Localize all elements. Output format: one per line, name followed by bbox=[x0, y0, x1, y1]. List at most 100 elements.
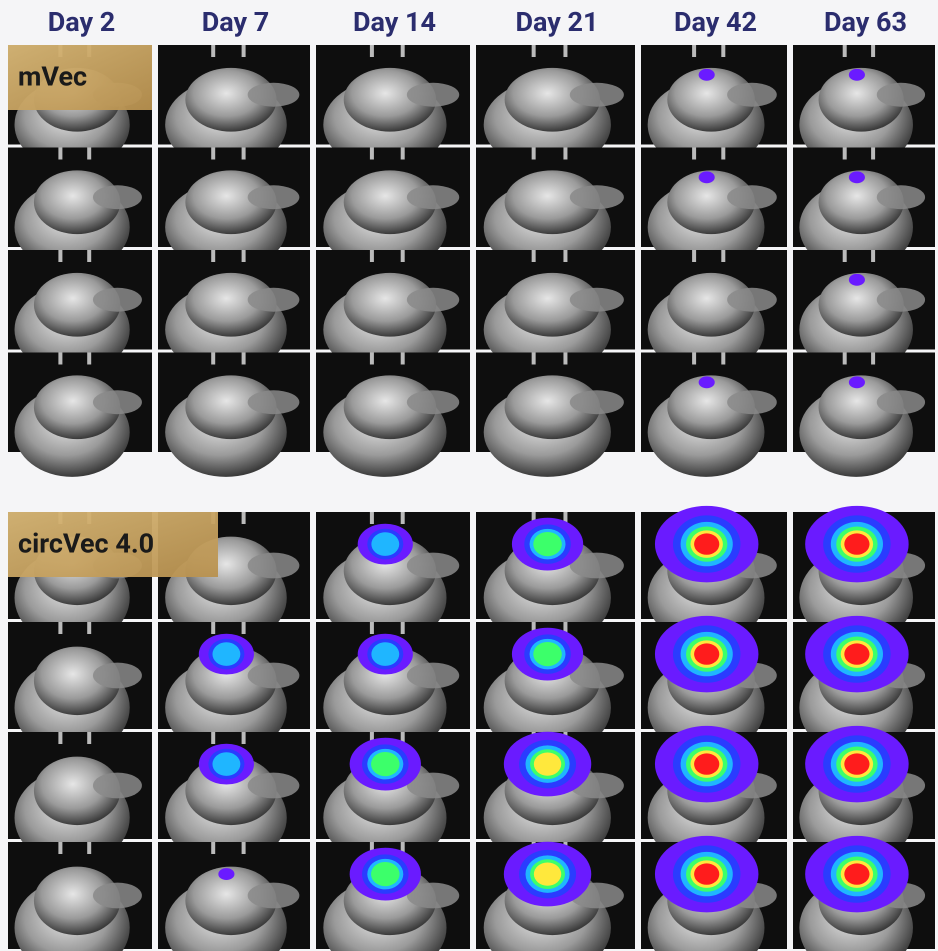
mouse-ear bbox=[407, 185, 459, 209]
mouse-ear bbox=[727, 390, 777, 414]
image-cell bbox=[316, 842, 470, 951]
holder bbox=[843, 45, 847, 57]
mouse-ear bbox=[93, 288, 142, 312]
mouse-ear bbox=[727, 185, 777, 209]
holder bbox=[843, 148, 847, 160]
signal bbox=[699, 171, 715, 183]
mouse-ear bbox=[248, 883, 300, 909]
holder bbox=[692, 250, 696, 262]
signal bbox=[533, 532, 562, 556]
holder bbox=[563, 45, 567, 57]
group-label: circVec 4.0 bbox=[18, 528, 154, 560]
mouse-ear bbox=[248, 83, 300, 107]
column-header: Day 7 bbox=[202, 6, 270, 38]
signal bbox=[844, 863, 869, 884]
holder bbox=[58, 250, 62, 262]
image-cell bbox=[793, 353, 935, 477]
mouse-ear bbox=[407, 663, 459, 689]
holder bbox=[871, 148, 875, 160]
holder bbox=[721, 148, 725, 160]
mouse-ear bbox=[877, 390, 925, 414]
image-cell bbox=[476, 842, 635, 951]
holder bbox=[843, 250, 847, 262]
signal bbox=[694, 533, 719, 554]
column-header: Day 63 bbox=[824, 6, 907, 38]
image-cell bbox=[793, 836, 935, 951]
signal bbox=[212, 752, 240, 776]
holder bbox=[401, 250, 405, 262]
holder bbox=[242, 622, 246, 634]
holder bbox=[370, 250, 374, 262]
holder bbox=[58, 842, 62, 854]
signal bbox=[694, 863, 719, 884]
holder bbox=[58, 148, 62, 160]
signal bbox=[534, 752, 561, 775]
signal bbox=[849, 69, 865, 81]
mouse-ear bbox=[877, 185, 925, 209]
signal bbox=[849, 274, 865, 286]
mouse-ear bbox=[407, 288, 459, 312]
column-header: Day 2 bbox=[48, 6, 116, 38]
holder bbox=[563, 250, 567, 262]
mouse-ear bbox=[93, 390, 142, 414]
holder bbox=[211, 148, 215, 160]
mouse-ear bbox=[570, 390, 624, 414]
mouse-ear bbox=[407, 83, 459, 107]
signal bbox=[844, 643, 869, 664]
holder bbox=[211, 250, 215, 262]
holder bbox=[87, 842, 91, 854]
holder bbox=[692, 45, 696, 57]
holder bbox=[563, 353, 567, 365]
holder bbox=[871, 353, 875, 365]
holder bbox=[721, 250, 725, 262]
mouse-ear bbox=[248, 185, 300, 209]
image-cell bbox=[158, 353, 310, 477]
holder bbox=[370, 622, 374, 634]
mouse-ear bbox=[248, 553, 300, 579]
holder bbox=[87, 622, 91, 634]
column-header: Day 14 bbox=[353, 6, 436, 38]
holder bbox=[58, 732, 62, 744]
holder bbox=[370, 148, 374, 160]
holder bbox=[242, 250, 246, 262]
holder bbox=[211, 622, 215, 634]
mouse-ear bbox=[570, 185, 624, 209]
holder bbox=[721, 45, 725, 57]
holder bbox=[401, 353, 405, 365]
signal bbox=[371, 862, 400, 886]
signal bbox=[371, 532, 399, 556]
column-header: Day 42 bbox=[674, 6, 757, 38]
signal bbox=[371, 752, 400, 776]
signal bbox=[699, 376, 715, 388]
holder bbox=[211, 842, 215, 854]
holder bbox=[370, 45, 374, 57]
holder bbox=[401, 148, 405, 160]
column-header: Day 21 bbox=[515, 6, 598, 38]
holder bbox=[401, 622, 405, 634]
holder bbox=[871, 250, 875, 262]
signal bbox=[534, 862, 561, 885]
image-cell bbox=[316, 353, 470, 477]
holder bbox=[692, 353, 696, 365]
holder bbox=[87, 250, 91, 262]
mouse-ear bbox=[407, 553, 459, 579]
holder bbox=[370, 512, 374, 524]
mouse-ear bbox=[407, 390, 459, 414]
mouse-ear bbox=[248, 288, 300, 312]
image-grid bbox=[8, 45, 935, 951]
holder bbox=[242, 148, 246, 160]
signal bbox=[533, 642, 562, 666]
mouse-ear bbox=[93, 185, 142, 209]
signal bbox=[849, 171, 865, 183]
group-label: mVec bbox=[18, 61, 87, 93]
holder bbox=[87, 353, 91, 365]
mouse-ear bbox=[93, 663, 142, 689]
mouse-ear bbox=[93, 883, 142, 909]
signal bbox=[849, 376, 865, 388]
holder bbox=[87, 732, 91, 744]
holder bbox=[211, 353, 215, 365]
holder bbox=[843, 353, 847, 365]
mouse-ear bbox=[877, 288, 925, 312]
mouse-ear bbox=[248, 663, 300, 689]
holder bbox=[242, 842, 246, 854]
